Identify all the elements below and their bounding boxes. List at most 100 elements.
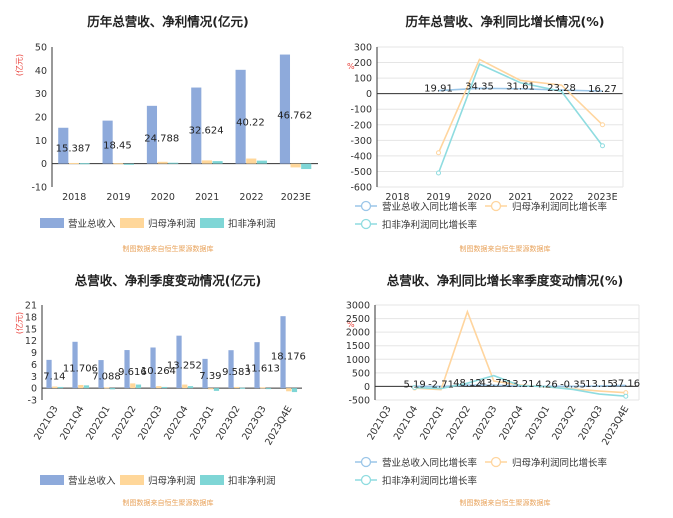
x-tick-label: 2023Q1 (524, 404, 552, 442)
legend-item[interactable]: 归母净利润 (120, 218, 196, 230)
y-tick-label: 9 (31, 348, 37, 359)
revenue-value-label: 18.45 (103, 140, 132, 151)
legend-label: 营业总收入 (68, 475, 116, 487)
legend-item[interactable]: 扣非净利润 (200, 218, 276, 230)
annual-growth-chart: 历年总营收、净利同比增长情况(%)% -600 -500 -400 -300 -200 -1… (347, 14, 624, 253)
y-tick-label: 0 (364, 382, 370, 393)
bar-netprofit (104, 387, 110, 389)
y-tick-label: -200 (350, 120, 372, 131)
panel-annual-value: 历年总营收、净利情况(亿元) (亿元) -10 0 10 20 30 40 50 2018 2019… (0, 0, 336, 259)
x-tick-label: 2018 (385, 192, 409, 203)
chart-title: 总营收、净利季度变动情况(亿元) (75, 273, 261, 288)
bar-deducted (265, 388, 272, 390)
x-tick-label: 2020 (151, 192, 175, 203)
bar-netprofit (157, 161, 168, 164)
y-tick-label: 0 (366, 89, 372, 100)
legend-item[interactable]: 营业总收入 (40, 218, 116, 230)
revenue-growth-label: 34.35 (465, 81, 494, 92)
revenue-value-label: 24.788 (144, 134, 179, 145)
revenue-growth-label: 37.16 (611, 378, 640, 389)
y-tick-label: 0 (31, 384, 37, 395)
revenue-growth-label: 16.27 (588, 84, 617, 95)
revenue-value-label: 9.616 (118, 367, 147, 378)
legend-marker (360, 200, 372, 212)
legend-item[interactable]: 营业总收入同比增长率 (355, 200, 478, 213)
revenue-growth-label: 4.26 (535, 379, 557, 390)
bar-revenue (235, 69, 246, 164)
legend-swatch (200, 218, 224, 228)
bar-netprofit (290, 163, 301, 168)
revenue-growth-label: -0.35 (560, 379, 586, 390)
y-tick-label: 3000 (346, 301, 370, 312)
unit-label: (亿元) (14, 312, 24, 334)
bar-deducted (213, 388, 220, 391)
line-ded_line (437, 63, 604, 174)
legend-item[interactable]: 扣非净利润同比增长率 (355, 474, 478, 487)
y-tick-label: 18 (25, 312, 37, 323)
source-note: 制图数据来自恒生聚源数据库 (123, 244, 214, 253)
bar-deducted (239, 387, 246, 389)
legend-label: 扣非净利润 (228, 475, 276, 487)
legend-item[interactable]: 归母净利润同比增长率 (485, 200, 608, 213)
y-tick-label: 500 (352, 368, 370, 379)
legend-label: 营业总收入同比增长率 (382, 201, 478, 213)
legend-item[interactable]: 营业总收入 (40, 475, 116, 487)
bar-netprofit (201, 160, 212, 164)
bar-revenue (102, 120, 113, 164)
bar-deducted (79, 163, 90, 165)
legend-item[interactable]: 营业总收入同比增长率 (355, 456, 478, 469)
bar-revenue (72, 341, 78, 389)
bar-netprofit (246, 158, 257, 164)
y-tick-label: -10 (31, 183, 47, 194)
x-tick-label: 2018 (62, 192, 86, 203)
bar-deducted (168, 162, 179, 164)
y-tick-label: 40 (35, 66, 47, 77)
bar-netprofit (182, 384, 188, 389)
x-tick-label: 2023Q3 (240, 404, 268, 442)
y-tick-label: 15 (25, 324, 37, 335)
y-tick-label: -400 (350, 151, 372, 162)
source-note: 制图数据来自恒生聚源数据库 (460, 498, 551, 507)
x-tick-label: 2022Q2 (445, 404, 473, 442)
x-tick-label: 2023Q4E (600, 404, 631, 447)
y-tick-label: 1500 (346, 341, 370, 352)
x-tick-label: 2021Q3 (32, 404, 60, 442)
legend-marker (360, 456, 372, 468)
x-tick-label: 2020 (467, 192, 491, 203)
bar-revenue (176, 335, 182, 389)
panel-quarterly-value: 总营收、净利季度变动情况(亿元) (亿元) -3 0 3 6 9 12 15 18 21 2021Q3… (0, 259, 336, 518)
revenue-growth-label: -2.71 (428, 380, 454, 391)
y-tick-label: 6 (31, 360, 37, 371)
legend-marker (490, 200, 502, 212)
legend-item[interactable]: 归母净利润 (120, 475, 196, 487)
x-tick-label: 2022Q3 (136, 404, 164, 442)
bar-revenue (202, 358, 208, 389)
y-tick-label: 10 (35, 136, 47, 147)
y-tick-label: 12 (25, 336, 37, 347)
legend-swatch (120, 475, 144, 485)
quarterly-growth-chart: 总营收、净利同比增长率季度变动情况(%)% -500 0 500 1000 1500 200… (346, 273, 640, 507)
legend-item[interactable]: 扣非净利润同比增长率 (355, 218, 478, 231)
source-note: 制图数据来自恒生聚源数据库 (123, 498, 214, 507)
bar-revenue (228, 350, 234, 389)
revenue-value-label: 7.088 (92, 371, 121, 382)
unit-label: (亿元) (14, 54, 24, 76)
source-note: 制图数据来自恒生聚源数据库 (460, 244, 551, 253)
legend-item[interactable]: 扣非净利润 (200, 475, 276, 487)
y-tick-label: 50 (35, 43, 47, 54)
legend-label: 归母净利润同比增长率 (512, 457, 608, 469)
revenue-value-label: 13.252 (167, 361, 202, 372)
legend-marker (360, 474, 372, 486)
revenue-growth-label: 13.15 (585, 379, 614, 390)
y-tick-label: 30 (35, 89, 47, 100)
legend-item[interactable]: 归母净利润同比增长率 (485, 456, 608, 469)
bar-deducted (57, 386, 64, 389)
annual-value-chart: 历年总营收、净利情况(亿元) (亿元) -10 0 10 20 30 40 50 2018 2019… (14, 14, 318, 253)
x-tick-label: 2022Q4 (162, 404, 190, 442)
y-tick-label: 20 (35, 113, 47, 124)
y-tick-label: -600 (350, 183, 372, 194)
revenue-value-label: 9.583 (222, 367, 251, 378)
y-tick-label: -300 (350, 136, 372, 147)
point-np_line (600, 122, 605, 128)
chart-title: 历年总营收、净利同比增长情况(%) (406, 14, 605, 29)
